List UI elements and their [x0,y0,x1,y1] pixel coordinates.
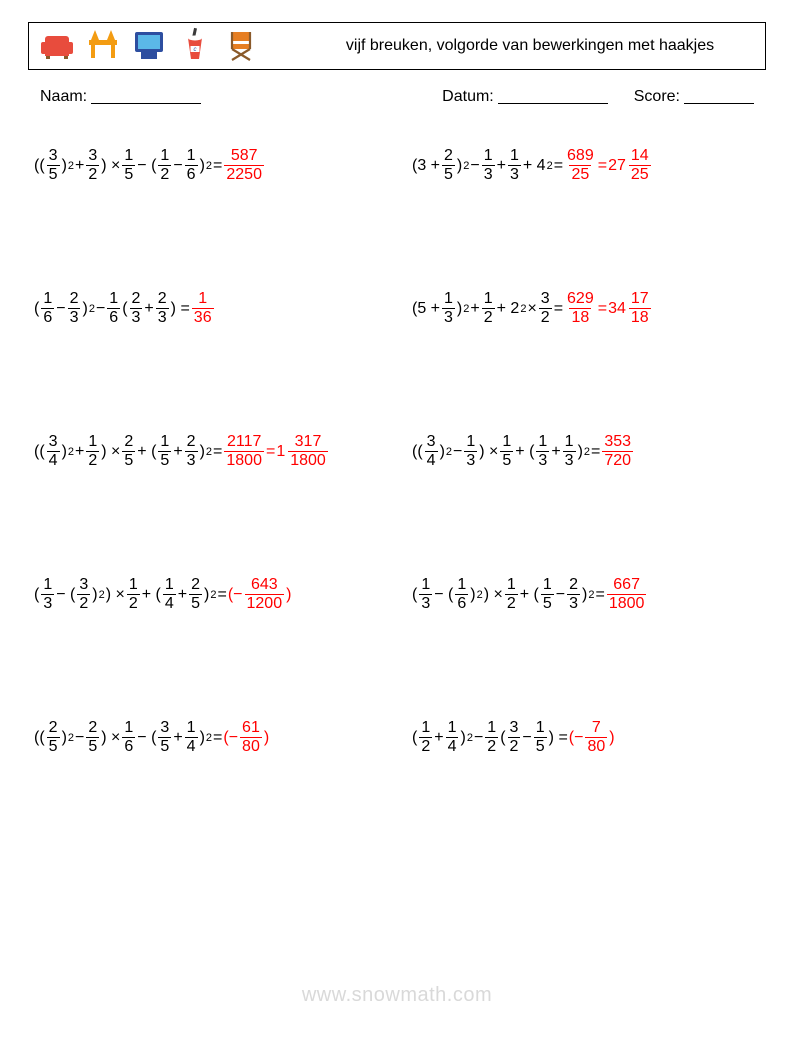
problem-cell: ((35)2 + 32) × 15 − (12 − 16)2 = 5872250 [34,148,382,183]
problem-row: ((34)2 + 12) × 25 + (15 + 23)2 = 2117180… [34,434,760,469]
problems-grid: ((35)2 + 32) × 15 − (12 − 16)2 = 5872250… [28,148,766,755]
cup-icon: c [177,26,213,67]
tv-icon [131,26,167,67]
problem-row: ((35)2 + 32) × 15 − (12 − 16)2 = 5872250… [34,148,760,183]
score-field: Score: [634,88,754,106]
problem-cell: ((25)2 − 25) × 16 − (35 + 14)2 = (−6180) [34,720,382,755]
worksheet-page: c vijf breuken, volgorde van bewerkingen… [0,0,794,1053]
problem-cell: (5 + 13)2 + 12 + 22 × 32 = 62918 = 34171… [396,291,760,326]
date-blank[interactable] [498,89,608,104]
problem-cell: (3 + 25)2 − 13 + 13 + 42 = 68925 = 27142… [396,148,760,183]
meta-row: Naam: Datum: Score: [28,88,766,106]
problem-cell: (16 − 23)2 − 16(23 + 23) = 136 [34,291,382,326]
name-label: Naam: [40,88,87,105]
name-field: Naam: [40,88,201,106]
worksheet-title: vijf breuken, volgorde van bewerkingen m… [259,37,755,55]
problem-cell: ((34)2 + 12) × 25 + (15 + 23)2 = 2117180… [34,434,382,469]
problem-cell: ((34)2 − 13) × 15 + (13 + 13)2 = 353720 [396,434,760,469]
problem-row: ((25)2 − 25) × 16 − (35 + 14)2 = (−6180)… [34,720,760,755]
date-label: Datum: [442,88,494,105]
problem-row: (13 − (32)2) × 12 + (14 + 25)2 = (−64312… [34,577,760,612]
svg-text:c: c [194,47,197,53]
score-blank[interactable] [684,89,754,104]
problem-cell: (12 + 14)2 − 12(32 − 15) = (−780) [396,720,760,755]
name-blank[interactable] [91,89,201,104]
problem-cell: (13 − (16)2) × 12 + (15 − 23)2 = 6671800 [396,577,760,612]
date-field: Datum: [442,88,608,106]
problem-cell: (13 − (32)2) × 12 + (14 + 25)2 = (−64312… [34,577,382,612]
header: c vijf breuken, volgorde van bewerkingen… [28,22,766,70]
director-chair-icon [223,26,259,67]
watermark: www.snowmath.com [0,984,794,1007]
score-label: Score: [634,88,680,105]
header-icons: c [39,26,259,67]
sofa-icon [39,26,75,67]
problem-row: (16 − 23)2 − 16(23 + 23) = 136 (5 + 13)2 … [34,291,760,326]
table-icon [85,26,121,67]
